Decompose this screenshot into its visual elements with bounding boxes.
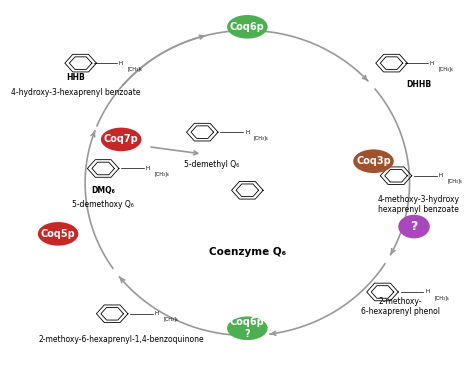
Text: Coq3p: Coq3p (356, 156, 391, 166)
Text: 5-demethyl Q₆: 5-demethyl Q₆ (183, 160, 239, 169)
Text: 4-hydroxy-3-hexaprenyl benzoate: 4-hydroxy-3-hexaprenyl benzoate (11, 88, 141, 97)
Text: Coq6p
?: Coq6p ? (230, 317, 264, 339)
Text: [CH₃]₆: [CH₃]₆ (164, 317, 179, 322)
Ellipse shape (101, 128, 141, 151)
Text: H: H (439, 173, 443, 178)
Text: H: H (425, 290, 429, 295)
Text: Coq7p: Coq7p (104, 134, 138, 145)
Ellipse shape (353, 149, 394, 173)
Text: H: H (430, 61, 434, 66)
Text: DHHB: DHHB (406, 81, 431, 89)
Text: Coq5p: Coq5p (41, 229, 75, 239)
Ellipse shape (227, 317, 268, 340)
Ellipse shape (227, 15, 268, 39)
Text: DMQ₆: DMQ₆ (91, 186, 115, 195)
Text: [CH₃]₆: [CH₃]₆ (439, 66, 454, 71)
Text: [CH₃]₆: [CH₃]₆ (155, 171, 170, 176)
Text: HHB: HHB (67, 73, 85, 82)
Text: [CH₃]₆: [CH₃]₆ (434, 295, 449, 300)
Text: H: H (146, 166, 150, 171)
Text: ?: ? (410, 220, 418, 233)
Text: [CH₃]₆: [CH₃]₆ (254, 135, 269, 140)
Ellipse shape (38, 222, 78, 246)
Ellipse shape (398, 215, 430, 238)
Text: 2-methoxy-
6-hexaprenyl phenol: 2-methoxy- 6-hexaprenyl phenol (361, 297, 440, 316)
Text: H: H (119, 61, 123, 66)
Text: [CH₃]₆: [CH₃]₆ (128, 66, 143, 71)
Text: 2-methoxy-6-hexaprenyl-1,4-benzoquinone: 2-methoxy-6-hexaprenyl-1,4-benzoquinone (38, 335, 204, 344)
Text: Coenzyme Q₆: Coenzyme Q₆ (209, 247, 286, 257)
Text: 4-methoxy-3-hydroxy
hexaprenyl benzoate: 4-methoxy-3-hydroxy hexaprenyl benzoate (378, 195, 460, 214)
Text: H: H (155, 311, 159, 316)
Text: 5-demethoxy Q₆: 5-demethoxy Q₆ (72, 200, 134, 209)
Text: [CH₃]₆: [CH₃]₆ (448, 179, 463, 184)
Text: H: H (245, 130, 249, 135)
Text: Coq6p: Coq6p (230, 22, 264, 32)
